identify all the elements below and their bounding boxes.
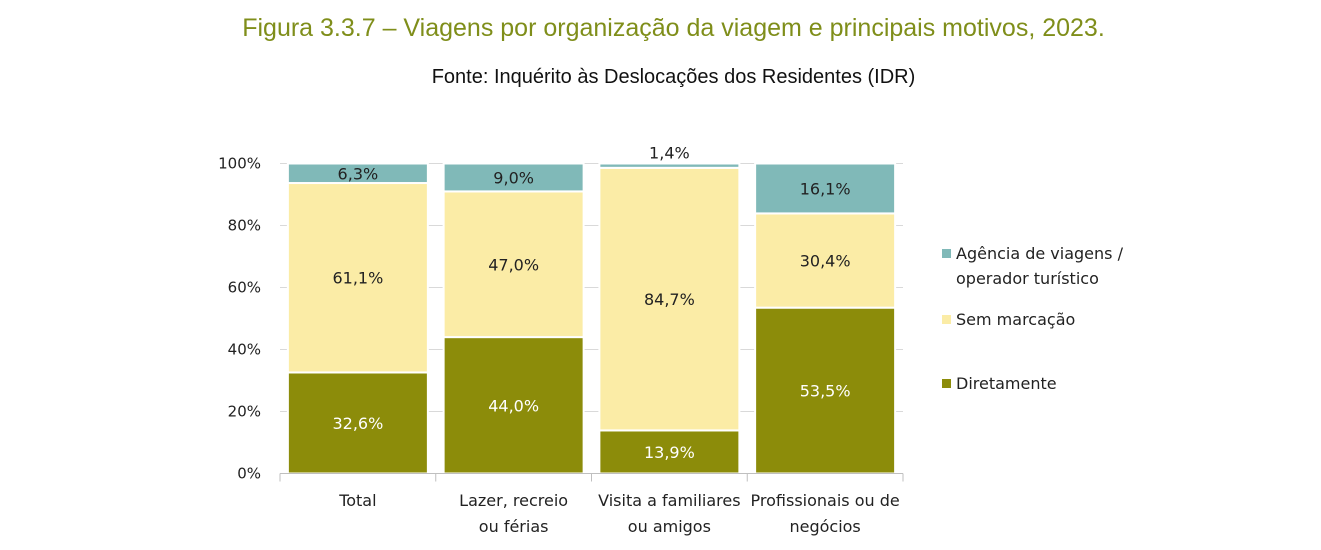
bar-segment bbox=[754, 162, 897, 215]
bar-segment bbox=[754, 212, 897, 309]
y-tick-label: 40% bbox=[228, 341, 261, 359]
data-label: 47,0% bbox=[488, 255, 539, 274]
data-label: 61,1% bbox=[332, 269, 383, 288]
data-label: 9,0% bbox=[493, 168, 534, 187]
bar-segment bbox=[286, 162, 429, 185]
legend-swatch bbox=[942, 379, 951, 388]
data-label: 53,5% bbox=[800, 382, 851, 401]
x-tick-label: Profissionais ou de bbox=[751, 491, 900, 510]
legend-label: Sem marcação bbox=[956, 310, 1075, 329]
data-label: 30,4% bbox=[800, 252, 851, 271]
data-label: 84,7% bbox=[644, 290, 695, 309]
data-label: 32,6% bbox=[332, 414, 383, 433]
bar-segment bbox=[598, 162, 741, 169]
legend-label: Agência de viagens / bbox=[956, 244, 1124, 263]
bar-segment bbox=[442, 162, 585, 193]
data-label: 13,9% bbox=[644, 443, 695, 462]
legend-label: operador turístico bbox=[956, 269, 1099, 288]
data-label: 1,4% bbox=[649, 144, 690, 163]
bar-segment bbox=[754, 306, 897, 475]
y-tick-label: 100% bbox=[218, 155, 261, 173]
x-tick-label: ou férias bbox=[479, 517, 549, 536]
x-tick-label: Visita a familiares bbox=[598, 491, 740, 510]
data-label: 44,0% bbox=[488, 396, 539, 415]
bar-segment bbox=[598, 429, 741, 475]
y-tick-label: 0% bbox=[237, 465, 261, 483]
bar-segment bbox=[286, 182, 429, 374]
x-tick-label: Total bbox=[338, 491, 376, 510]
bar-segment bbox=[598, 166, 741, 432]
x-tick-label: ou amigos bbox=[628, 517, 711, 536]
legend-swatch bbox=[942, 315, 951, 324]
chart-subtitle: Fonte: Inquérito às Deslocações dos Resi… bbox=[431, 66, 916, 88]
x-tick-label: Lazer, recreio bbox=[459, 491, 568, 510]
legend-label: Diretamente bbox=[956, 374, 1057, 393]
legend-swatch bbox=[942, 249, 951, 258]
chart-title: Figura 3.3.7 – Viagens por organização d… bbox=[242, 14, 1105, 42]
y-tick-label: 20% bbox=[228, 403, 261, 421]
x-tick-label: negócios bbox=[789, 517, 860, 536]
y-tick-label: 80% bbox=[228, 217, 261, 235]
y-tick-label: 60% bbox=[228, 279, 261, 297]
data-label: 6,3% bbox=[338, 164, 379, 183]
data-label: 16,1% bbox=[800, 179, 851, 198]
